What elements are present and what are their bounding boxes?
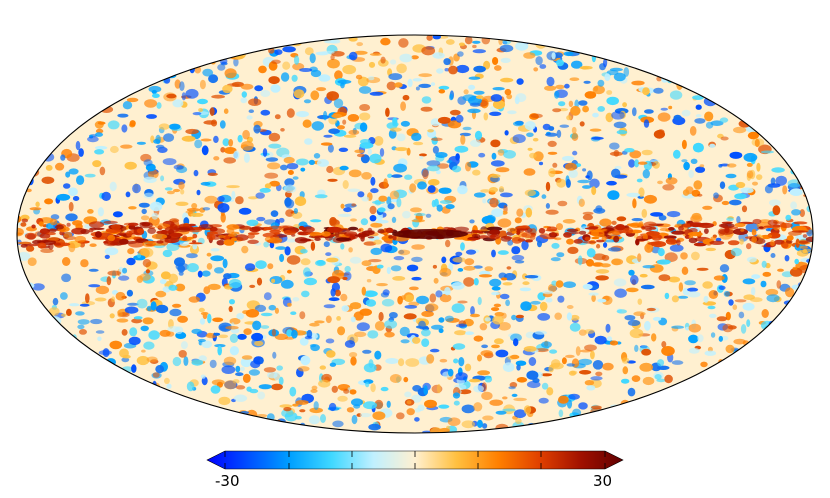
galactic-plane-emission [17, 218, 813, 250]
colorbar [206, 450, 624, 470]
map-outline [16, 34, 814, 434]
colorbar-max-label: 30 [593, 472, 613, 490]
colorbar-ticks [224, 451, 606, 469]
mollweide-sky-map [16, 34, 814, 434]
colorbar-min-label: -30 [215, 472, 240, 490]
